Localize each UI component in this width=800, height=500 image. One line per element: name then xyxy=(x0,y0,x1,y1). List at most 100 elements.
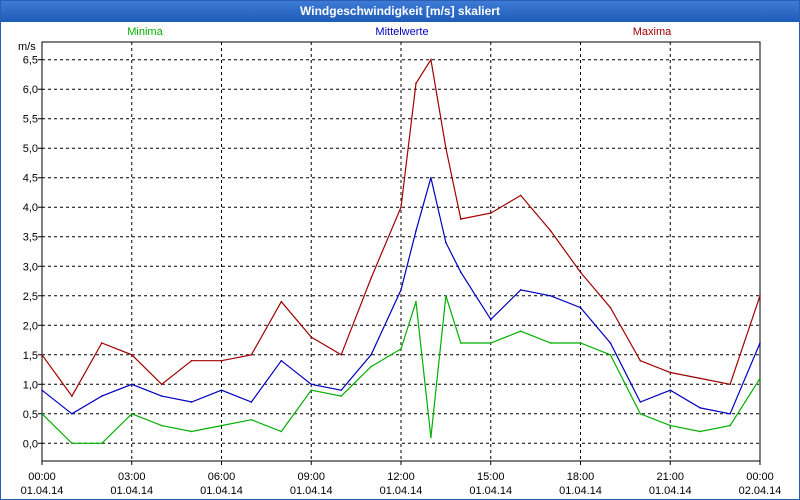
data-point-minima xyxy=(579,342,582,344)
legend: Minima Mittelwerte Maxima xyxy=(127,26,672,38)
data-point-maxima xyxy=(445,147,447,150)
data-point-minima xyxy=(400,348,402,350)
data-point-maxima xyxy=(280,300,283,303)
data-point-mittelwerte xyxy=(460,271,462,273)
x-tick-time-label: 21:00 xyxy=(656,471,684,483)
data-point-minima xyxy=(639,412,642,415)
data-point-minima xyxy=(729,424,731,427)
x-tick-time-label: 03:00 xyxy=(118,471,146,483)
x-tick-date-label: 01.04.14 xyxy=(380,485,423,497)
data-point-minima xyxy=(430,436,432,439)
x-tick-date-label: 01.04.14 xyxy=(649,485,692,497)
data-point-maxima xyxy=(160,383,163,386)
x-tick-time-label: 18:00 xyxy=(567,471,595,483)
data-point-maxima xyxy=(579,271,582,273)
data-point-maxima xyxy=(400,206,402,209)
data-point-mittelwerte xyxy=(220,389,223,391)
y-tick-label: 5,5 xyxy=(23,114,38,126)
data-point-maxima xyxy=(370,277,372,279)
data-point-mittelwerte xyxy=(340,389,342,391)
data-point-maxima xyxy=(759,294,761,297)
data-point-minima xyxy=(415,300,417,303)
y-tick-label: 3,5 xyxy=(23,232,38,244)
y-tick-label: 5,0 xyxy=(23,143,38,155)
x-tick-date-label: 01.04.14 xyxy=(21,485,64,497)
grid xyxy=(42,42,760,461)
data-point-minima xyxy=(250,418,253,421)
y-axis-label: m/s xyxy=(18,41,36,53)
data-point-maxima xyxy=(430,58,432,61)
data-point-maxima xyxy=(340,353,342,356)
x-tick-time-label: 15:00 xyxy=(477,471,505,483)
data-point-mittelwerte xyxy=(41,389,43,391)
data-point-mittelwerte xyxy=(639,401,642,403)
x-tick-time-label: 12:00 xyxy=(387,471,415,483)
data-point-minima xyxy=(549,342,552,344)
data-point-maxima xyxy=(71,395,73,397)
data-point-maxima xyxy=(220,359,223,362)
data-point-mittelwerte xyxy=(400,289,402,291)
data-point-minima xyxy=(220,424,223,427)
data-point-minima xyxy=(699,430,701,433)
x-tick-date-label: 01.04.14 xyxy=(290,485,333,497)
data-point-mittelwerte xyxy=(430,176,432,179)
series-layer xyxy=(41,58,761,445)
data-point-minima xyxy=(310,389,313,391)
x-tick-date-label: 01.04.14 xyxy=(110,485,153,497)
data-point-minima xyxy=(190,430,193,433)
data-point-mittelwerte xyxy=(729,412,731,415)
y-tick-label: 3,0 xyxy=(23,261,38,273)
x-tick-date-label: 01.04.14 xyxy=(469,485,512,497)
data-point-minima xyxy=(101,442,103,445)
data-point-maxima xyxy=(519,194,522,197)
window-title: Windgeschwindigkeit [m/s] skaliert xyxy=(1,1,799,22)
data-point-mittelwerte xyxy=(669,389,672,391)
data-point-maxima xyxy=(101,342,103,344)
data-point-mittelwerte xyxy=(699,407,701,409)
data-point-mittelwerte xyxy=(370,353,372,356)
legend-entry-minima: Minima xyxy=(127,26,163,38)
data-point-minima xyxy=(519,330,522,332)
y-tick-label: 6,5 xyxy=(23,55,38,67)
data-point-mittelwerte xyxy=(280,359,283,362)
data-point-maxima xyxy=(310,336,313,338)
data-point-maxima xyxy=(489,212,492,214)
y-tick-label: 0,5 xyxy=(23,409,38,421)
data-point-mittelwerte xyxy=(489,318,492,321)
x-tick-time-label: 06:00 xyxy=(208,471,236,483)
data-point-minima xyxy=(489,342,492,344)
data-point-mittelwerte xyxy=(759,342,761,344)
data-point-mittelwerte xyxy=(415,230,417,232)
data-point-maxima xyxy=(415,82,417,85)
y-tick-label: 1,0 xyxy=(23,379,38,391)
data-point-minima xyxy=(460,342,462,344)
x-tick-time-label: 09:00 xyxy=(297,471,325,483)
y-tick-label: 4,5 xyxy=(23,173,38,185)
data-point-maxima xyxy=(639,359,642,362)
data-point-mittelwerte xyxy=(101,395,103,397)
x-tick-date-label: 01.04.14 xyxy=(559,485,602,497)
data-point-mittelwerte xyxy=(310,383,313,386)
data-point-maxima xyxy=(699,377,701,380)
legend-entry-maxima: Maxima xyxy=(633,26,672,38)
x-tick-time-label: 00:00 xyxy=(746,471,774,483)
data-point-maxima xyxy=(549,230,552,232)
x-axis-ticks: 00:00 01.04.14 03:00 01.04.14 06:00 01.04.14 0… xyxy=(21,461,782,497)
data-point-mittelwerte xyxy=(160,395,163,397)
data-point-minima xyxy=(370,365,372,368)
data-point-minima xyxy=(669,424,672,427)
y-tick-label: 2,0 xyxy=(23,320,38,332)
y-tick-label: 1,5 xyxy=(23,350,38,362)
data-point-maxima xyxy=(729,383,731,386)
data-point-maxima xyxy=(669,371,672,374)
x-tick-date-label: 02.04.14 xyxy=(739,485,782,497)
data-point-mittelwerte xyxy=(519,289,522,291)
data-point-minima xyxy=(130,412,133,415)
y-tick-label: 4,0 xyxy=(23,202,38,214)
data-point-mittelwerte xyxy=(579,306,582,309)
data-point-minima xyxy=(340,395,342,397)
y-tick-label: 2,5 xyxy=(23,291,38,303)
data-point-minima xyxy=(280,430,283,433)
